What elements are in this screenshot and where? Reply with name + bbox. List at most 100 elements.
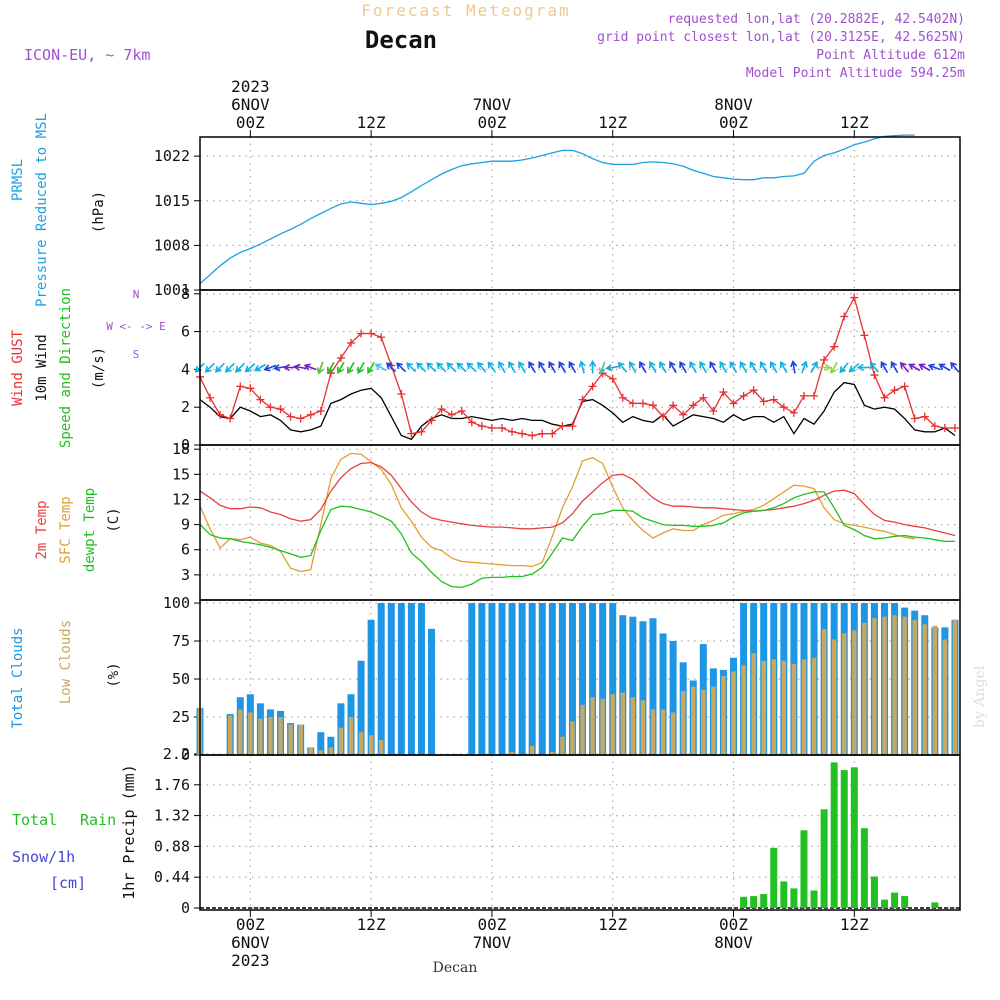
wind-gust-marker — [648, 401, 657, 410]
wind-gust-marker — [236, 382, 245, 391]
wind-gust-marker — [900, 382, 909, 391]
wind-direction-arrow — [598, 361, 606, 375]
low-clouds-bar — [731, 671, 736, 755]
low-clouds-bar — [932, 625, 938, 755]
wind-direction-arrow — [578, 360, 586, 374]
wind-gust-marker — [558, 422, 567, 431]
low-clouds-bar — [258, 718, 263, 755]
wind-gust-marker — [528, 431, 537, 440]
wind-gust-marker — [407, 429, 416, 438]
wind-gust-marker — [508, 427, 517, 436]
low-clouds-bar — [550, 751, 555, 755]
temp-unit-label: (C) — [106, 507, 122, 532]
wind-gust-marker — [689, 401, 698, 410]
wind-direction-arrow — [679, 360, 687, 374]
rain-bar — [830, 762, 838, 908]
wind-gust-marker — [930, 422, 939, 431]
low-clouds-bar — [872, 618, 877, 755]
wind-direction-arrow — [899, 361, 910, 373]
wind-gust-marker — [669, 401, 678, 410]
wind-gust-marker — [487, 423, 496, 432]
low-clouds-bar — [509, 751, 515, 755]
wind-direction-arrow — [337, 361, 345, 375]
low-clouds-bar — [670, 712, 676, 755]
wind-gust-marker — [216, 410, 225, 419]
total-clouds-bar — [367, 619, 375, 755]
pressure-label-short: PRMSL — [10, 159, 26, 201]
y-tick-label: 25 — [172, 708, 190, 726]
wind-direction-arrow — [709, 360, 718, 374]
wind-direction-arrow — [880, 360, 889, 374]
wind-direction-arrow — [839, 362, 849, 374]
wind-gust-marker — [397, 389, 406, 398]
rain-bar — [770, 847, 778, 908]
pressure-series-line — [199, 134, 915, 285]
wind-direction-arrow — [374, 363, 387, 372]
low-clouds-bar — [620, 692, 625, 755]
wind-gust-marker — [820, 355, 829, 364]
wind-direction-arrow — [759, 360, 768, 374]
y-tick-label: 6 — [181, 541, 190, 559]
total-clouds-bar — [397, 603, 405, 755]
low-clouds-bar — [268, 717, 273, 755]
wind-gust-marker — [709, 406, 718, 415]
wind-gust-marker — [910, 414, 919, 423]
wind-direction-arrow — [568, 360, 577, 374]
total-clouds-bar — [327, 736, 335, 755]
low-clouds-bar — [560, 736, 565, 755]
y-tick-label: 12 — [172, 490, 190, 508]
panel-frame — [199, 754, 961, 911]
wind-gust-marker — [346, 338, 355, 347]
total-clouds-bar — [518, 603, 526, 755]
wind-direction-arrow — [466, 362, 477, 373]
wind-gust-marker — [256, 395, 265, 404]
precip-rain-label: Rain — [80, 811, 116, 829]
wind-gust-marker — [769, 395, 778, 404]
time-label-top: 8NOV — [714, 95, 753, 114]
wind-gust-marker — [357, 329, 366, 338]
total-clouds-bar — [619, 615, 627, 755]
total-clouds-bar — [387, 603, 395, 755]
compass-north: N — [133, 288, 140, 301]
low-clouds-bar — [711, 686, 716, 755]
point-altitude: Point Altitude 612m — [816, 48, 965, 63]
low-clouds-bar — [278, 717, 283, 755]
wind-gust-marker — [659, 412, 668, 421]
wind-direction-arrow — [848, 362, 860, 373]
low-clouds-bar — [650, 709, 656, 755]
wind-direction-arrow — [950, 361, 960, 373]
y-tick-label: 3 — [181, 566, 190, 584]
time-label-bottom: 00Z — [477, 915, 506, 934]
total-clouds-bar — [639, 621, 647, 755]
wind-gust-marker — [699, 393, 708, 402]
time-label-top: 2023 — [231, 77, 270, 96]
dewpt-series-line — [199, 491, 955, 589]
rain-bar — [790, 888, 798, 908]
time-label-top: 12Z — [357, 113, 386, 132]
low-clouds-bar — [952, 619, 958, 755]
wind-direction-arrow — [689, 360, 697, 374]
wind-gust-marker — [860, 331, 869, 340]
wind-gust-marker — [266, 403, 275, 412]
model-label: ICON-EU, ~ 7km — [24, 46, 150, 64]
requested-coordinates: requested lon,lat (20.2882E, 42.5402N) — [668, 12, 965, 27]
wind-direction-arrow — [729, 360, 738, 374]
total-clouds-bar — [468, 603, 476, 755]
wind-direction-arrow — [426, 362, 437, 373]
rain-bar — [820, 809, 828, 908]
wind-direction-arrow — [908, 363, 921, 372]
y-tick-label: 0 — [181, 746, 190, 764]
low-clouds-bar — [358, 732, 364, 755]
wind-direction-arrow — [498, 360, 506, 374]
time-label-bottom: 12Z — [357, 915, 386, 934]
wind-direction-arrow — [749, 360, 758, 374]
low-clouds-bar — [791, 663, 797, 755]
wind-gust-marker — [417, 427, 426, 436]
y-tick-label: 1015 — [154, 192, 190, 210]
total-clouds-bar — [548, 603, 556, 755]
wind-direction-arrow — [303, 363, 317, 371]
total-clouds-bar — [528, 603, 536, 755]
y-tick-label: 1022 — [154, 147, 190, 165]
y-tick-label: 1.76 — [154, 776, 190, 794]
low-clouds-bar — [529, 745, 535, 755]
